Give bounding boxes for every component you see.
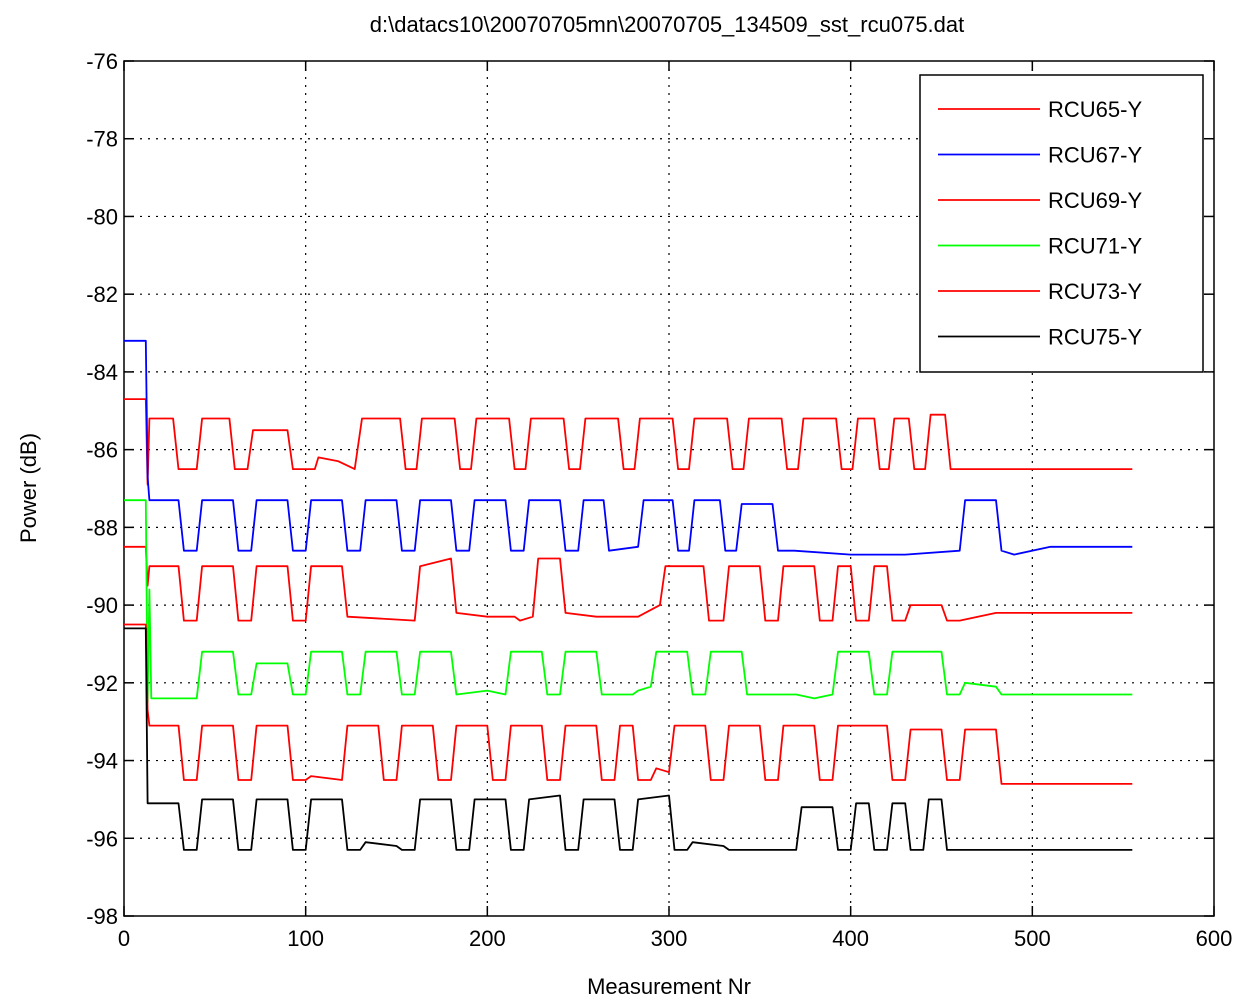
- grid: [124, 61, 1214, 916]
- y-tick-label: -76: [86, 49, 118, 74]
- y-tick-label: -98: [86, 904, 118, 929]
- y-tick-label: -92: [86, 671, 118, 696]
- series-line-rcu69-y: [124, 545, 1133, 622]
- series-line-rcu65-y: [124, 398, 1133, 486]
- y-tick-label: -94: [86, 749, 118, 774]
- x-tick-label: 500: [1014, 926, 1051, 951]
- y-tick-label: -96: [86, 826, 118, 851]
- x-tick-label: 400: [832, 926, 869, 951]
- y-tick-label: -82: [86, 282, 118, 307]
- y-tick-label: -86: [86, 438, 118, 463]
- legend-label: RCU67-Y: [1048, 143, 1142, 168]
- y-axis-label: Power (dB): [16, 433, 41, 543]
- x-tick-label: 200: [469, 926, 506, 951]
- legend-box: [919, 74, 1204, 373]
- legend-label: RCU69-Y: [1048, 188, 1142, 213]
- y-tick-label: -90: [86, 593, 118, 618]
- y-tick-label: -84: [86, 360, 118, 385]
- series-line-rcu67-y: [124, 339, 1133, 556]
- legend-label: RCU65-Y: [1048, 97, 1142, 122]
- series-layer: [124, 339, 1133, 851]
- series-line-rcu71-y: [124, 499, 1133, 704]
- axis-ticks: 0 100 200 300 400 500 600 -98 -96 -94 -92 -90 -88 -86…: [86, 49, 1232, 951]
- legend-label: RCU75-Y: [1048, 325, 1142, 350]
- x-axis-label: Measurement Nr: [587, 974, 751, 999]
- x-tick-label: 0: [118, 926, 130, 951]
- series-line-rcu73-y: [124, 623, 1133, 785]
- x-tick-label: 300: [651, 926, 688, 951]
- x-tick-label: 600: [1196, 926, 1233, 951]
- legend: RCU65-Y RCU67-Y RCU69-Y RCU71-Y RCU73-Y RCU75…: [919, 74, 1204, 373]
- y-tick-label: -80: [86, 204, 118, 229]
- y-tick-label: -88: [86, 515, 118, 540]
- y-tick-label: -78: [86, 127, 118, 152]
- legend-label: RCU71-Y: [1048, 234, 1142, 259]
- series-line-rcu75-y: [124, 627, 1133, 851]
- chart-title: d:\datacs10\20070705mn\20070705_134509_s…: [370, 12, 965, 37]
- x-tick-label: 100: [287, 926, 324, 951]
- legend-label: RCU73-Y: [1048, 279, 1142, 304]
